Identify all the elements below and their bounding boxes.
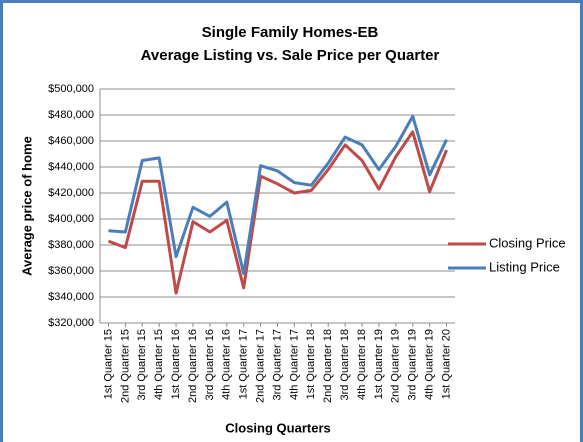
y-tick-label: $400,000 (48, 213, 94, 225)
x-tick-label: 2nd Quarter 18 (322, 329, 334, 403)
series-line (107, 130, 448, 295)
y-axis-title: Average price of home (19, 136, 34, 276)
x-tick-label: 3rd Quarter 15 (136, 329, 148, 401)
x-tick-label: 3rd Quarter 18 (339, 329, 351, 401)
x-tick-label: 4th Quarter 16 (221, 329, 233, 400)
x-tick-label: 2nd Quarter 15 (119, 329, 131, 403)
y-tick-label: $360,000 (48, 265, 94, 277)
y-tick-label: $340,000 (48, 291, 94, 303)
chart-title: Average Listing vs. Sale Price per Quart… (141, 47, 440, 64)
y-tick-label: $460,000 (48, 135, 94, 147)
x-tick-label: 1st Quarter 19 (373, 329, 385, 399)
series-line (108, 114, 448, 276)
x-tick-label: 4th Quarter 17 (288, 329, 300, 400)
y-tick-label: $480,000 (48, 109, 94, 121)
y-tick-label: $420,000 (48, 187, 94, 199)
legend-label: Closing Price (489, 235, 566, 250)
x-axis-title: Closing Quarters (225, 420, 330, 435)
chart-title: Single Family Homes-EB (202, 24, 379, 41)
x-tick-label: 3rd Quarter 17 (271, 329, 283, 401)
y-tick-label: $440,000 (48, 161, 94, 173)
y-tick-label: $500,000 (48, 83, 94, 95)
x-tick-label: 1st Quarter 15 (102, 329, 114, 399)
x-tick-label: 1st Quarter 20 (440, 329, 452, 399)
y-tick-label: $320,000 (48, 317, 94, 329)
x-tick-label: 1st Quarter 17 (238, 329, 250, 399)
x-tick-label: 1st Quarter 16 (170, 329, 182, 399)
legend-label: Listing Price (489, 259, 560, 274)
x-tick-label: 4th Quarter 19 (424, 329, 436, 400)
x-tick-label: 2nd Quarter 19 (390, 329, 402, 403)
x-tick-label: 4th Quarter 15 (153, 329, 165, 400)
x-tick-label: 2nd Quarter 17 (255, 329, 267, 403)
x-tick-label: 1st Quarter 18 (305, 329, 317, 399)
x-tick-label: 3rd Quarter 19 (407, 329, 419, 401)
x-tick-label: 4th Quarter 18 (356, 329, 368, 400)
x-tick-label: 3rd Quarter 16 (204, 329, 216, 401)
x-tick-label: 2nd Quarter 16 (187, 329, 199, 403)
y-tick-label: $380,000 (48, 239, 94, 251)
